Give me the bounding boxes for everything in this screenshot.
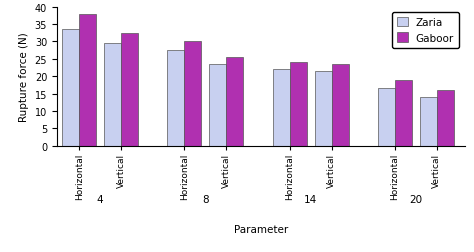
Bar xyxy=(121,34,138,146)
Legend: Zaria, Gaboor: Zaria, Gaboor xyxy=(392,13,459,49)
Bar xyxy=(210,65,227,146)
Bar xyxy=(378,89,395,146)
Bar xyxy=(62,30,79,146)
Text: 8: 8 xyxy=(202,194,209,204)
Bar xyxy=(184,42,201,146)
Bar xyxy=(273,70,290,146)
Bar xyxy=(315,72,332,146)
Bar xyxy=(79,14,96,146)
Text: 4: 4 xyxy=(97,194,103,204)
Bar xyxy=(332,65,349,146)
Y-axis label: Rupture force (N): Rupture force (N) xyxy=(19,32,29,121)
Text: 14: 14 xyxy=(304,194,317,204)
Bar xyxy=(290,63,307,146)
Bar xyxy=(437,91,454,146)
Bar xyxy=(167,51,184,146)
Bar xyxy=(395,80,412,146)
X-axis label: Parameter: Parameter xyxy=(234,224,288,234)
Bar xyxy=(227,58,244,146)
Text: 20: 20 xyxy=(410,194,422,204)
Bar xyxy=(420,98,437,146)
Bar xyxy=(104,44,121,146)
